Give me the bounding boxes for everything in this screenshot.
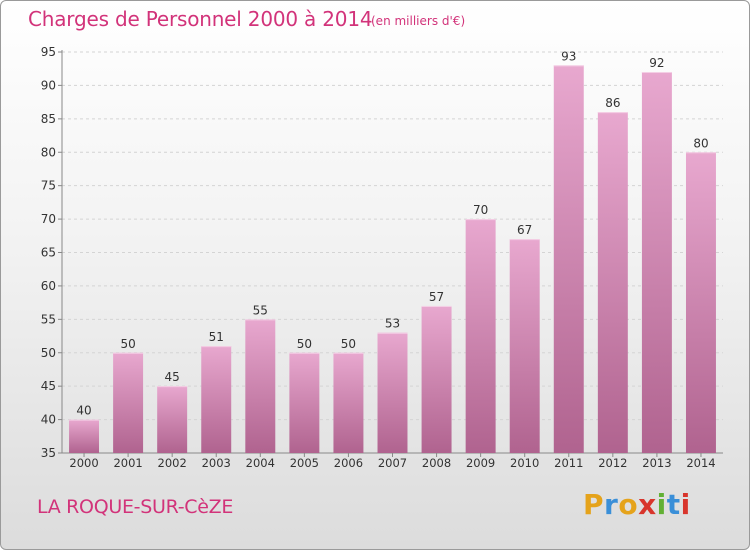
bar xyxy=(465,219,496,453)
chart-title: Charges de Personnel 2000 à 2014 xyxy=(28,7,373,31)
bar xyxy=(113,352,144,453)
y-tick-label: 80 xyxy=(41,145,56,159)
y-tick-label: 75 xyxy=(41,179,56,193)
bar xyxy=(597,112,628,454)
y-tick-label: 65 xyxy=(41,246,56,260)
x-tick-label: 2011 xyxy=(554,456,583,470)
y-tick-label: 40 xyxy=(41,413,56,427)
y-tick-label: 50 xyxy=(41,346,56,360)
y-tick-label: 60 xyxy=(41,279,56,293)
data-label: 45 xyxy=(165,370,180,384)
logo-letter: i xyxy=(656,488,667,521)
bar xyxy=(245,319,276,453)
logo-letter: r xyxy=(604,488,619,521)
x-tick-label: 2008 xyxy=(422,456,451,470)
logo-letter: t xyxy=(666,488,681,521)
data-label: 55 xyxy=(253,303,268,317)
x-tick-label: 2004 xyxy=(246,456,275,470)
data-label: 53 xyxy=(385,317,400,331)
logo-letter: P xyxy=(583,488,605,521)
x-tick-label: 2014 xyxy=(686,456,715,470)
x-tick-label: 2002 xyxy=(158,456,187,470)
x-tick-label: 2009 xyxy=(466,456,495,470)
bar xyxy=(157,386,188,453)
bar xyxy=(421,305,452,453)
labels: 35 40 45 50 55 60 65 70 75 80 85 90 95 40 2000 50 2001 45… xyxy=(41,45,716,470)
x-tick-label: 2000 xyxy=(69,456,98,470)
logo-letter: x xyxy=(638,488,657,521)
unit-label: (en milliers d'€) xyxy=(371,14,466,28)
x-tick-label: 2001 xyxy=(113,456,142,470)
data-label: 50 xyxy=(341,337,356,351)
bar xyxy=(641,72,672,454)
y-tick-label: 85 xyxy=(41,112,56,126)
y-tick-label: 95 xyxy=(41,45,56,59)
y-tick-label: 90 xyxy=(41,78,56,92)
data-label: 67 xyxy=(517,223,532,237)
data-label: 40 xyxy=(76,404,91,418)
place-name: LA ROQUE-SUR-CèZE xyxy=(37,496,234,518)
x-tick-label: 2006 xyxy=(334,456,363,470)
data-label: 51 xyxy=(209,330,224,344)
bar xyxy=(201,346,232,453)
bar xyxy=(333,352,364,453)
data-label: 70 xyxy=(473,203,488,217)
bars xyxy=(69,65,716,454)
data-label: 50 xyxy=(297,337,312,351)
bar xyxy=(509,239,540,453)
data-label: 93 xyxy=(561,49,576,63)
x-tick-label: 2013 xyxy=(642,456,671,470)
bar xyxy=(553,65,584,453)
x-tick-label: 2010 xyxy=(510,456,539,470)
bar xyxy=(69,419,100,453)
data-label: 92 xyxy=(649,56,664,70)
bar xyxy=(377,332,408,453)
data-label: 80 xyxy=(693,136,708,150)
logo-letter: o xyxy=(618,488,639,521)
x-tick-label: 2012 xyxy=(598,456,627,470)
data-label: 57 xyxy=(429,290,444,304)
bar xyxy=(685,152,716,453)
proxiti-logo: Proxiti xyxy=(583,488,693,528)
x-tick-label: 2007 xyxy=(378,456,407,470)
data-label: 86 xyxy=(605,96,620,110)
y-tick-label: 35 xyxy=(41,446,56,460)
x-tick-label: 2005 xyxy=(290,456,319,470)
y-tick-label: 70 xyxy=(41,212,56,226)
logo-letter: i xyxy=(680,488,691,521)
x-tick-label: 2003 xyxy=(202,456,231,470)
bar xyxy=(289,352,320,453)
y-tick-label: 55 xyxy=(41,312,56,326)
data-label: 50 xyxy=(120,337,135,351)
y-tick-label: 45 xyxy=(41,379,56,393)
